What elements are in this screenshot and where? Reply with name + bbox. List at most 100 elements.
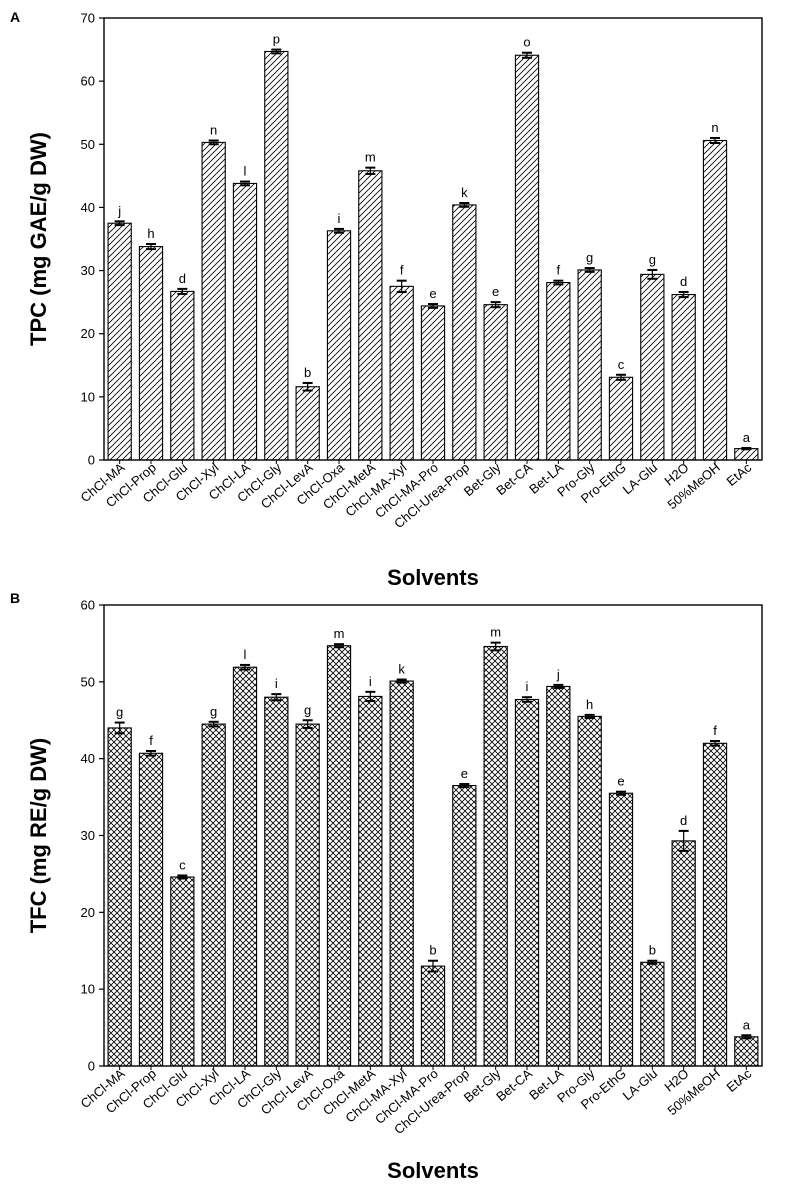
bar: [514, 54, 540, 461]
significance-letter: g: [210, 704, 217, 719]
y-tick-label: 0: [88, 453, 95, 468]
bar: [295, 386, 320, 461]
significance-letter: p: [273, 32, 280, 47]
panel-label: A: [10, 9, 20, 25]
significance-letter: i: [526, 679, 529, 694]
significance-letter: d: [179, 271, 186, 286]
significance-letter: e: [461, 766, 468, 781]
y-tick-label: 0: [88, 1059, 95, 1074]
y-axis-label: TFC (mg RE/g DW): [26, 738, 51, 934]
significance-letter: b: [429, 943, 436, 958]
bar: [358, 695, 383, 1067]
significance-letter: b: [649, 943, 656, 958]
y-tick-label: 10: [81, 389, 95, 404]
bar: [201, 141, 226, 461]
bar: [702, 742, 728, 1067]
significance-letter: e: [429, 286, 436, 301]
bar: [107, 727, 132, 1067]
x-tick-label: EtAc: [724, 1065, 755, 1094]
bar: [546, 685, 571, 1067]
bar: [452, 204, 477, 461]
y-axis-label: TPC (mg GAE/g DW): [26, 132, 51, 346]
significance-letter: j: [556, 667, 560, 682]
y-tick-label: 30: [81, 263, 95, 278]
significance-letter: i: [338, 211, 341, 226]
bar: [671, 294, 696, 461]
bar: [232, 666, 258, 1067]
bar: [577, 715, 602, 1067]
significance-letter: g: [304, 702, 311, 717]
significance-letter: n: [210, 122, 217, 137]
significance-letter: e: [617, 774, 624, 789]
y-tick-label: 40: [81, 200, 95, 215]
significance-letter: c: [179, 857, 186, 872]
significance-letter: k: [398, 662, 405, 677]
bar: [358, 170, 383, 461]
significance-letter: i: [275, 676, 278, 691]
significance-letter: j: [117, 203, 121, 218]
bar: [671, 840, 696, 1067]
bar: [734, 1036, 759, 1067]
y-tick-label: 20: [81, 905, 95, 920]
bar: [577, 269, 602, 461]
y-tick-label: 40: [81, 751, 95, 766]
bar: [608, 792, 634, 1067]
significance-letter: g: [649, 252, 656, 267]
y-tick-label: 10: [81, 982, 95, 997]
y-tick-label: 60: [81, 74, 95, 89]
bar: [170, 290, 195, 461]
significance-letter: a: [743, 1017, 751, 1032]
x-tick-label: EtAc: [724, 459, 755, 488]
bar: [546, 282, 571, 461]
bar: [295, 723, 320, 1067]
y-tick-label: 50: [81, 137, 95, 152]
bar: [452, 785, 477, 1067]
significance-letter: i: [369, 674, 372, 689]
chart-a-svg: A010203040506070jChCl-MAhChCl-PropdChCl-…: [10, 9, 763, 590]
y-tick-label: 70: [81, 11, 95, 26]
bar: [107, 222, 132, 461]
significance-letter: e: [492, 284, 499, 299]
significance-letter: a: [743, 430, 751, 445]
bar: [389, 680, 414, 1067]
bar: [483, 645, 508, 1067]
significance-letter: l: [244, 647, 247, 662]
bar: [326, 230, 352, 461]
significance-letter: h: [147, 226, 154, 241]
bar: [264, 50, 289, 461]
significance-letter: h: [586, 697, 593, 712]
bar: [702, 139, 728, 461]
x-tick-label: Bet-CA: [493, 460, 535, 499]
x-axis-label: Solvents: [387, 1158, 479, 1183]
significance-letter: d: [680, 813, 687, 828]
significance-letter: f: [713, 723, 717, 738]
significance-letter: l: [244, 164, 247, 179]
bar: [420, 305, 446, 461]
bar: [608, 376, 634, 461]
bar: [138, 246, 164, 461]
x-tick-label: LA-Glu: [620, 460, 661, 498]
y-tick-label: 60: [81, 598, 95, 613]
bar: [201, 723, 226, 1067]
bar: [483, 304, 508, 461]
bar: [326, 645, 352, 1067]
significance-letter: f: [400, 263, 404, 278]
significance-letter: c: [618, 357, 625, 372]
y-tick-label: 30: [81, 828, 95, 843]
significance-letter: m: [334, 626, 345, 641]
significance-letter: b: [304, 365, 311, 380]
significance-letter: m: [365, 150, 376, 165]
significance-letter: d: [680, 274, 687, 289]
panel-b-tfc-chart: B 0 10 20 30 40 50 60 g ChCl-MA f ChCl-Prop c ChCl-Gl…: [0, 592, 785, 1185]
x-tick-label: LA-Glu: [620, 1066, 661, 1104]
x-tick-label: Bet-CA: [493, 1066, 535, 1105]
bar: [734, 448, 759, 461]
bar: [170, 876, 195, 1067]
chart-b-svg: B0102030405060gChCl-MAfChCl-PropcChCl-Gl…: [10, 592, 763, 1183]
significance-letter: n: [711, 120, 718, 135]
x-axis-label: Solvents: [387, 565, 479, 590]
significance-letter: g: [586, 250, 593, 265]
significance-letter: f: [149, 733, 153, 748]
bar: [514, 698, 540, 1067]
bar: [640, 961, 665, 1067]
